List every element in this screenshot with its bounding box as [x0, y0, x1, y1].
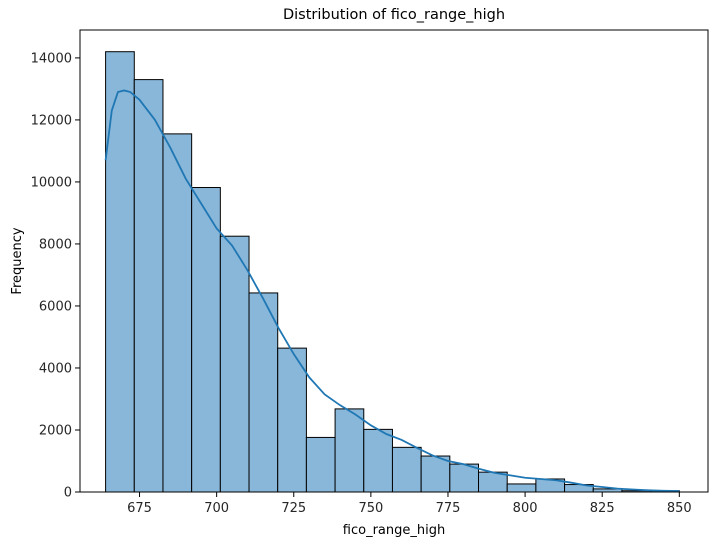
y-tick-label: 12000 — [31, 113, 72, 128]
histogram-bar — [133, 79, 164, 493]
plot-frame — [79, 29, 709, 493]
histogram-bar — [191, 187, 221, 493]
y-tick-label: 14000 — [31, 51, 72, 66]
x-tick-label: 725 — [281, 501, 306, 516]
x-axis-label: fico_range_high — [343, 523, 445, 538]
y-axis-ticks: 0 2000 4000 6000 8000 10000 12000 14000 — [31, 51, 80, 501]
histogram-bar — [248, 292, 279, 493]
x-tick-label: 850 — [667, 501, 692, 516]
y-axis-label: Frequency — [10, 227, 25, 294]
histogram-bar — [334, 408, 365, 493]
y-tick-label: 6000 — [39, 299, 72, 314]
histogram-bar — [449, 463, 480, 493]
x-tick-label: 750 — [358, 501, 383, 516]
histogram-bar — [219, 235, 250, 493]
histogram-bar — [363, 428, 393, 493]
histogram-bar — [478, 471, 508, 493]
x-tick-label: 800 — [513, 501, 538, 516]
bars-group — [105, 51, 680, 493]
histogram-bar — [277, 347, 307, 493]
y-tick-label: 2000 — [39, 423, 72, 438]
histogram-bar — [506, 483, 537, 493]
y-tick-label: 8000 — [39, 237, 72, 252]
y-tick-label: 4000 — [39, 361, 72, 376]
y-tick-label: 0 — [64, 486, 72, 501]
x-tick-label: 825 — [590, 501, 615, 516]
histogram-bar — [105, 51, 135, 493]
y-tick-label: 10000 — [31, 175, 72, 190]
histogram-bar — [391, 446, 422, 493]
x-tick-label: 775 — [436, 501, 461, 516]
x-axis-ticks: 675 700 725 750 775 800 825 850 — [127, 492, 692, 516]
kde-curve — [104, 89, 680, 492]
chart-title: Distribution of fico_range_high — [283, 7, 505, 23]
x-tick-label: 675 — [127, 501, 152, 516]
histogram-bar — [420, 455, 451, 493]
histogram-bar — [162, 133, 193, 493]
x-tick-label: 700 — [204, 501, 229, 516]
histogram-bar — [305, 436, 336, 493]
